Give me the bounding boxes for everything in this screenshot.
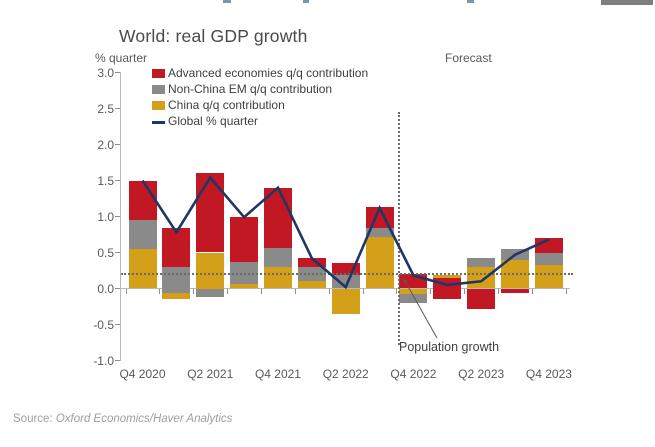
x-axis-tick bbox=[328, 289, 330, 294]
y-axis-line bbox=[120, 72, 121, 361]
y-axis-tick bbox=[115, 288, 120, 289]
bar-segment-non_china_em bbox=[263, 248, 292, 267]
forecast-divider-dotted-line bbox=[397, 112, 400, 345]
y-axis-tick bbox=[115, 180, 120, 181]
bar-segment-advanced bbox=[501, 288, 530, 293]
y-axis-tick bbox=[115, 360, 120, 361]
y-axis-tick bbox=[115, 252, 120, 253]
population-growth-annotation: Population growth bbox=[399, 340, 500, 354]
x-axis-tick bbox=[294, 289, 296, 294]
bar-segment-advanced bbox=[297, 257, 326, 267]
x-axis-tick bbox=[565, 289, 567, 294]
x-axis-tick bbox=[531, 289, 533, 294]
population-growth-dotted-line bbox=[120, 273, 573, 276]
bar-segment-non_china_em bbox=[331, 274, 360, 289]
window-edge-artifact bbox=[601, 0, 653, 5]
bar-segment-non_china_em bbox=[501, 248, 530, 260]
legend-label: China q/q contribution bbox=[168, 98, 285, 112]
bar-segment-advanced bbox=[162, 228, 191, 267]
cutoff-text-fragment bbox=[467, 0, 474, 3]
source-name: Oxford Economics/Haver Analytics bbox=[55, 413, 233, 425]
y-axis-tick-label: 1.0 bbox=[97, 209, 114, 224]
bar-segment-china bbox=[230, 284, 259, 289]
forecast-region-label: Forecast bbox=[445, 51, 492, 65]
x-axis-tick-label: Q4 2023 bbox=[525, 367, 572, 381]
source-prefix: Source: bbox=[13, 413, 56, 425]
bar-segment-advanced bbox=[196, 173, 225, 253]
y-axis-tick bbox=[115, 144, 120, 145]
bar-segment-china bbox=[331, 288, 360, 314]
y-axis-tick-label: 3.0 bbox=[97, 65, 114, 80]
bar-segment-china bbox=[534, 264, 563, 289]
bar-segment-advanced bbox=[365, 207, 394, 228]
bar-segment-advanced bbox=[433, 278, 462, 300]
y-axis-tick-label: 1.5 bbox=[97, 173, 114, 188]
x-axis-tick bbox=[125, 289, 127, 294]
bar-segment-advanced bbox=[399, 274, 428, 289]
x-axis-tick-label: Q2 2021 bbox=[187, 367, 234, 381]
x-axis-tick bbox=[362, 289, 364, 294]
x-axis-tick-label: Q4 2020 bbox=[119, 367, 166, 381]
legend-label: Advanced economies q/q contribution bbox=[168, 66, 369, 80]
legend-label: Global % quarter bbox=[168, 114, 259, 128]
cutoff-text-fragment bbox=[223, 0, 231, 3]
source-text: Source: Oxford Economics/Haver Analytics bbox=[13, 413, 232, 425]
legend-label: Non-China EM q/q contribution bbox=[168, 82, 333, 96]
y-axis-tick-label: 0.5 bbox=[97, 245, 114, 260]
bar-segment-china bbox=[297, 281, 326, 289]
bar-segment-advanced bbox=[263, 187, 292, 249]
legend-swatch-china bbox=[152, 101, 165, 110]
y-axis-tick bbox=[115, 216, 120, 217]
bar-segment-china bbox=[128, 248, 157, 289]
x-axis-tick bbox=[464, 289, 466, 294]
y-axis-tick bbox=[115, 108, 120, 109]
y-axis-tick-label: 2.5 bbox=[97, 101, 114, 116]
y-axis-tick-label: -0.5 bbox=[93, 317, 114, 332]
x-axis-tick-label: Q4 2022 bbox=[390, 367, 437, 381]
y-axis-unit-label: % quarter bbox=[95, 51, 148, 65]
bar-segment-china bbox=[162, 292, 191, 300]
legend-swatch-global bbox=[152, 121, 165, 124]
x-axis-tick bbox=[396, 289, 398, 294]
x-axis-tick bbox=[430, 289, 432, 294]
legend-swatch-advanced bbox=[152, 69, 165, 78]
bar-segment-non_china_em bbox=[196, 288, 225, 298]
x-axis-tick-label: Q2 2022 bbox=[322, 367, 369, 381]
bar-segment-advanced bbox=[230, 216, 259, 262]
x-axis-tick bbox=[498, 289, 500, 294]
legend-swatch-non_china_em bbox=[152, 85, 165, 94]
cutoff-text-fragment bbox=[303, 0, 309, 3]
bar-segment-non_china_em bbox=[128, 220, 157, 249]
bar-segment-advanced bbox=[128, 180, 157, 221]
x-axis-tick-label: Q2 2023 bbox=[458, 367, 505, 381]
x-axis-tick bbox=[260, 289, 262, 294]
x-axis-tick-label: Q4 2021 bbox=[254, 367, 301, 381]
bar-segment-advanced bbox=[534, 238, 563, 254]
bar-segment-china bbox=[263, 266, 292, 289]
bar-segment-non_china_em bbox=[467, 258, 496, 267]
y-axis-tick bbox=[115, 324, 120, 325]
y-axis-tick-label: -1.0 bbox=[93, 353, 114, 368]
x-axis-tick bbox=[159, 289, 161, 294]
bar-segment-china bbox=[467, 266, 496, 289]
y-axis-tick-label: 2.0 bbox=[97, 137, 114, 152]
y-axis-tick bbox=[115, 72, 120, 73]
bar-segment-non_china_em bbox=[365, 228, 394, 237]
bar-segment-non_china_em bbox=[162, 266, 191, 293]
chart-title: World: real GDP growth bbox=[119, 26, 308, 46]
x-axis-tick bbox=[227, 289, 229, 294]
bar-segment-china bbox=[365, 236, 394, 289]
bar-segment-non_china_em bbox=[534, 253, 563, 265]
x-axis-tick bbox=[193, 289, 195, 294]
bar-segment-advanced bbox=[467, 288, 496, 309]
bar-segment-non_china_em bbox=[399, 294, 428, 303]
bar-segment-china bbox=[196, 252, 225, 289]
y-axis-tick-label: 0.0 bbox=[97, 281, 114, 296]
